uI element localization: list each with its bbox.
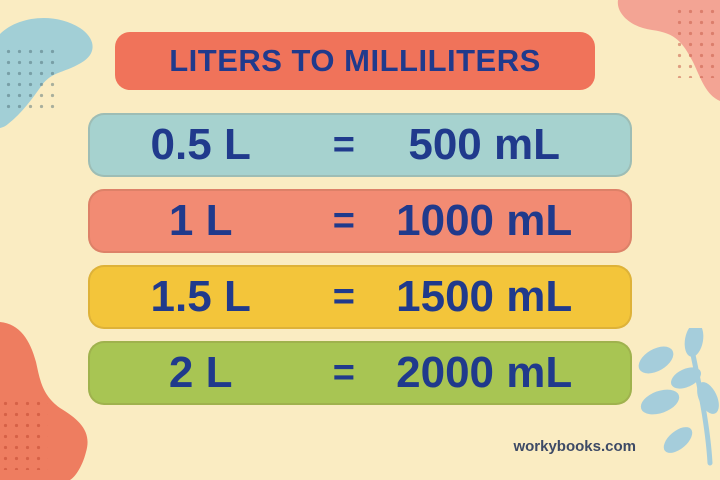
liters-value: 2 L: [168, 348, 233, 397]
dot-grid-top-right: [674, 6, 718, 78]
conversion-row-2L: 2 L = 2000 mL: [88, 341, 632, 405]
milliliters-value: 2000 mL: [396, 348, 573, 397]
liters-value: 1 L: [168, 196, 233, 245]
milliliters-value: 500 mL: [408, 120, 560, 169]
liters-value: 0.5 L: [150, 120, 251, 169]
conversion-row-0.5L: 0.5 L = 500 mL: [88, 113, 632, 177]
dot-grid-top-left: [3, 46, 61, 112]
website-watermark: workybooks.com: [513, 438, 636, 455]
equals-sign: =: [332, 200, 355, 242]
leaf-branch-decoration: [638, 328, 719, 466]
equals-sign: =: [332, 276, 355, 318]
liters-value: 1.5 L: [150, 272, 251, 321]
page-title: LITERS TO MILLILITERS: [169, 43, 541, 78]
title-banner: LITERS TO MILLILITERS: [115, 32, 595, 90]
conversion-row-1L: 1 L = 1000 mL: [88, 189, 632, 253]
conversion-table: 0.5 L = 500 mL 1 L = 1000 mL 1.5 L = 150…: [88, 113, 632, 405]
conversion-row-1.5L: 1.5 L = 1500 mL: [88, 265, 632, 329]
milliliters-value: 1000 mL: [396, 196, 573, 245]
equals-sign: =: [332, 124, 355, 166]
equals-sign: =: [332, 352, 355, 394]
dot-grid-bottom-left: [0, 398, 48, 470]
milliliters-value: 1500 mL: [396, 272, 573, 321]
